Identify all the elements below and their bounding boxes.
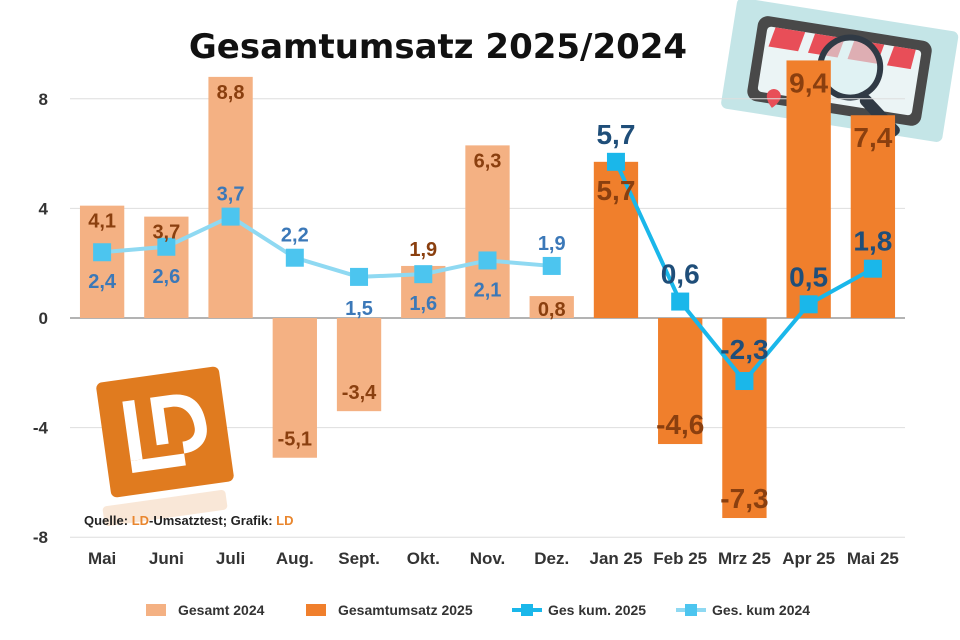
- y-tick-label: -4: [33, 419, 49, 438]
- y-axis-ticks: -8 -4 0 4 8: [33, 90, 49, 547]
- x-tick-label: Dez.: [534, 549, 569, 568]
- x-tick-label: Nov.: [470, 549, 506, 568]
- data-label-ges-kum-2024: 1,5: [345, 298, 373, 320]
- legend-label-gesamt-2024: Gesamt 2024: [178, 602, 265, 618]
- data-label-ges-kum-2024: 3,7: [217, 184, 245, 206]
- data-label-gesamtumsatz-2025: 5,7: [596, 175, 635, 206]
- marker-ges-kum-2025: [735, 372, 754, 391]
- data-label-gesamt-2024: 6,3: [474, 150, 502, 172]
- data-label-gesamtumsatz-2025: 7,4: [853, 122, 892, 153]
- data-label-gesamtumsatz-2025: -7,3: [720, 483, 768, 514]
- marker-ges-kum-2024: [221, 207, 240, 226]
- bar-gesamt-2024: [529, 296, 574, 318]
- data-label-ges-kum-2025: 5,7: [596, 119, 635, 150]
- bar-gesamtumsatz-2025: [593, 161, 639, 318]
- y-tick-label: 8: [39, 90, 48, 109]
- data-label-ges-kum-2025: 1,8: [853, 226, 892, 257]
- legend-label-ges-kum-2025: Ges kum. 2025: [548, 602, 646, 618]
- bar-gesamt-2024: [208, 76, 253, 318]
- legend-swatch-gesamt-2024: [146, 604, 166, 616]
- data-label-ges-kum-2025: -2,3: [720, 334, 768, 365]
- marker-ges-kum-2024: [93, 243, 112, 262]
- source-ld-1: LD: [132, 513, 149, 528]
- data-label-ges-kum-2024: 2,6: [152, 266, 180, 288]
- y-tick-label: -8: [33, 528, 48, 547]
- marker-ges-kum-2024: [478, 251, 497, 270]
- data-label-ges-kum-2024: 1,6: [409, 293, 437, 315]
- data-label-gesamt-2024: 0,8: [538, 299, 566, 321]
- data-label-ges-kum-2025: 0,6: [661, 259, 700, 290]
- x-tick-label: Juli: [216, 549, 245, 568]
- x-tick-label: Sept.: [338, 549, 380, 568]
- marker-ges-kum-2025: [671, 292, 690, 311]
- source-middle: -Umsatztest; Grafik:: [149, 513, 276, 528]
- marker-ges-kum-2025: [863, 259, 882, 278]
- marker-ges-kum-2025: [606, 152, 625, 171]
- line-ges-kum-2024: [101, 214, 552, 279]
- source-ld-2: LD: [276, 513, 293, 528]
- data-label-gesamt-2024: -5,1: [278, 429, 312, 451]
- data-label-gesamt-2024: 4,1: [88, 211, 116, 233]
- data-label-gesamt-2024: 8,8: [217, 82, 245, 104]
- y-tick-label: 0: [39, 309, 48, 328]
- shop-magnifier-illustration: [721, 0, 959, 142]
- x-tick-label: Juni: [149, 549, 184, 568]
- x-tick-label: Mai: [88, 549, 116, 568]
- x-tick-label: Mrz 25: [718, 549, 771, 568]
- legend-label-ges-kum-2024: Ges. kum 2024: [712, 602, 810, 618]
- data-label-ges-kum-2024: 2,2: [281, 225, 309, 247]
- marker-ges-kum-2024: [157, 237, 176, 256]
- bar-gesamt-2024: [465, 145, 510, 318]
- data-label-gesamt-2024: 1,9: [409, 239, 437, 261]
- bars: [79, 60, 896, 519]
- x-tick-label: Jan 25: [589, 549, 642, 568]
- x-tick-label: Mai 25: [847, 549, 899, 568]
- x-tick-label: Okt.: [407, 549, 440, 568]
- marker-ges-kum-2024: [414, 265, 433, 284]
- bar-gesamtumsatz-2025: [786, 60, 831, 318]
- legend-marker-ges-kum-2025: [521, 604, 533, 616]
- x-tick-label: Feb 25: [653, 549, 707, 568]
- bar-gesamt-2024: [79, 205, 125, 318]
- bar-gesamt-2024: [272, 318, 317, 458]
- y-tick-label: 4: [39, 199, 49, 218]
- legend-swatch-gesamtumsatz-2025: [306, 604, 326, 616]
- series-lines: [93, 152, 882, 391]
- data-label-gesamtumsatz-2025: -4,6: [656, 409, 704, 440]
- marker-ges-kum-2024: [350, 267, 369, 286]
- x-axis-ticks: Mai Juni Juli Aug. Sept. Okt. Nov. Dez. Jan 25 Fe…: [88, 549, 899, 568]
- bar-gesamt-2024: [144, 216, 189, 318]
- x-tick-label: Aug.: [276, 549, 314, 568]
- data-label-gesamt-2024: 3,7: [152, 222, 180, 244]
- marker-ges-kum-2025: [799, 295, 818, 314]
- data-label-gesamt-2024: -3,4: [342, 382, 377, 404]
- legend: Gesamt 2024 Gesamtumsatz 2025 Ges kum. 202…: [146, 602, 810, 618]
- data-label-ges-kum-2024: 1,9: [538, 233, 566, 255]
- x-tick-label: Apr 25: [782, 549, 835, 568]
- bar-gesamtumsatz-2025: [850, 115, 896, 319]
- bar-gesamt-2024: [336, 318, 382, 412]
- legend-marker-ges-kum-2024: [685, 604, 697, 616]
- source-prefix: Quelle:: [84, 513, 132, 528]
- data-label-gesamtumsatz-2025: 9,4: [789, 67, 828, 98]
- data-label-ges-kum-2024: 2,1: [474, 279, 502, 301]
- source-note: Quelle: LD-Umsatztest; Grafik: LD: [84, 513, 294, 528]
- marker-ges-kum-2024: [285, 248, 304, 267]
- chart-title: Gesamtumsatz 2025/2024: [189, 27, 687, 67]
- data-labels: 4,1 3,7 8,8 -5,1 -3,4 1,9 6,3 0,8 5,7 -4,6 -7,3 9,4…: [88, 67, 893, 514]
- bar-gesamtumsatz-2025: [722, 318, 767, 519]
- data-label-ges-kum-2025: 0,5: [789, 261, 828, 292]
- data-label-ges-kum-2024: 2,4: [88, 271, 117, 293]
- marker-ges-kum-2024: [542, 256, 561, 275]
- legend-label-gesamtumsatz-2025: Gesamtumsatz 2025: [338, 602, 473, 618]
- ld-logo: [96, 366, 234, 527]
- bar-gesamtumsatz-2025: [658, 318, 703, 445]
